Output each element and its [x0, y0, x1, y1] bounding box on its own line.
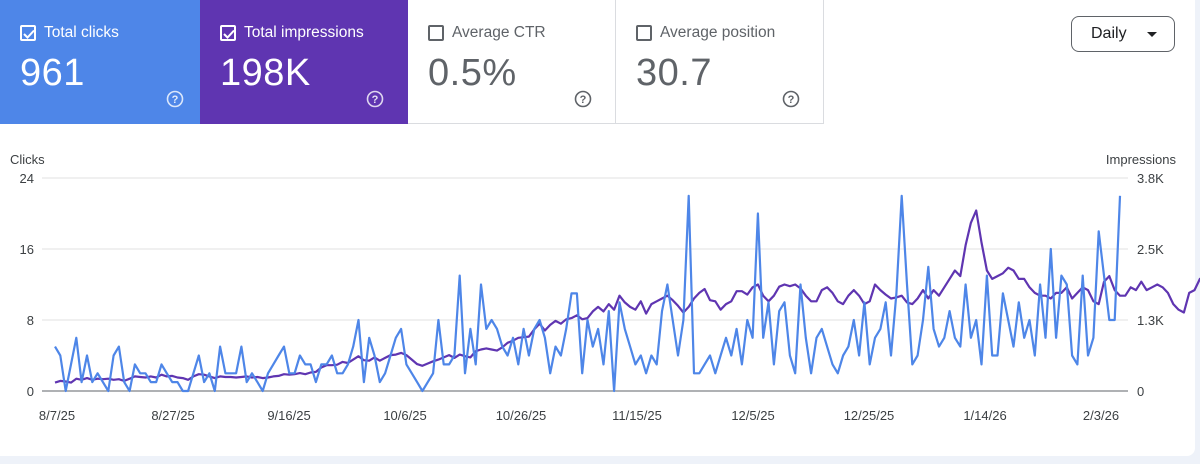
- metric-label: Average CTR: [452, 24, 546, 41]
- x-tick-label: 1/14/26: [963, 408, 1006, 423]
- metric-card-average-position[interactable]: Average position 30.7 ?: [616, 0, 824, 124]
- help-icon[interactable]: ?: [574, 90, 592, 108]
- x-tick-label: 2/3/26: [1083, 408, 1119, 423]
- left-tick-label: 0: [27, 384, 34, 399]
- metric-value: 30.7: [636, 52, 712, 94]
- x-tick-label: 12/25/25: [844, 408, 895, 423]
- metric-label: Total clicks: [44, 24, 119, 41]
- svg-text:?: ?: [788, 94, 795, 106]
- x-tick-label: 8/7/25: [39, 408, 75, 423]
- right-tick-label: 3.8K: [1137, 171, 1164, 186]
- granularity-value: Daily: [1091, 25, 1127, 42]
- left-axis-title: Clicks: [10, 152, 45, 167]
- checkbox-unchecked-icon[interactable]: [428, 25, 444, 41]
- right-axis-title: Impressions: [1105, 152, 1176, 167]
- help-icon[interactable]: ?: [166, 90, 184, 108]
- checkbox-unchecked-icon[interactable]: [636, 25, 652, 41]
- svg-text:?: ?: [372, 94, 379, 106]
- metric-cards: Total clicks 961 ? Total impressions 198…: [0, 0, 824, 124]
- metric-label: Average position: [660, 24, 776, 41]
- help-icon[interactable]: ?: [366, 90, 384, 108]
- metric-card-total-clicks[interactable]: Total clicks 961 ?: [0, 0, 200, 124]
- svg-text:?: ?: [580, 94, 587, 106]
- x-tick-label: 11/15/25: [612, 408, 662, 423]
- left-tick-label: 16: [20, 242, 34, 257]
- right-tick-label: 2.5K: [1137, 242, 1164, 257]
- right-tick-label: 1.3K: [1137, 313, 1164, 328]
- left-tick-label: 24: [20, 171, 34, 186]
- metric-label: Total impressions: [244, 24, 364, 41]
- help-icon[interactable]: ?: [782, 90, 800, 108]
- svg-text:?: ?: [172, 94, 179, 106]
- metric-value: 0.5%: [428, 52, 517, 94]
- left-tick-label: 8: [27, 313, 34, 328]
- impressions-series-line: [54, 209, 1200, 384]
- metric-value: 961: [20, 52, 85, 94]
- x-tick-label: 12/5/25: [731, 408, 774, 423]
- granularity-dropdown[interactable]: Daily: [1071, 16, 1175, 52]
- metric-value: 198K: [220, 52, 311, 94]
- caret-down-icon: [1147, 32, 1157, 37]
- x-tick-label: 8/27/25: [151, 408, 194, 423]
- x-tick-label: 10/6/25: [383, 408, 426, 423]
- clicks-series-line: [54, 194, 1122, 393]
- metric-card-total-impressions[interactable]: Total impressions 198K ?: [200, 0, 408, 124]
- x-tick-label: 10/26/25: [496, 408, 547, 423]
- checkbox-checked-icon[interactable]: [20, 25, 36, 41]
- right-tick-label: 0: [1137, 384, 1144, 399]
- metric-card-average-ctr[interactable]: Average CTR 0.5% ?: [408, 0, 616, 124]
- checkbox-checked-icon[interactable]: [220, 25, 236, 41]
- x-tick-label: 9/16/25: [267, 408, 310, 423]
